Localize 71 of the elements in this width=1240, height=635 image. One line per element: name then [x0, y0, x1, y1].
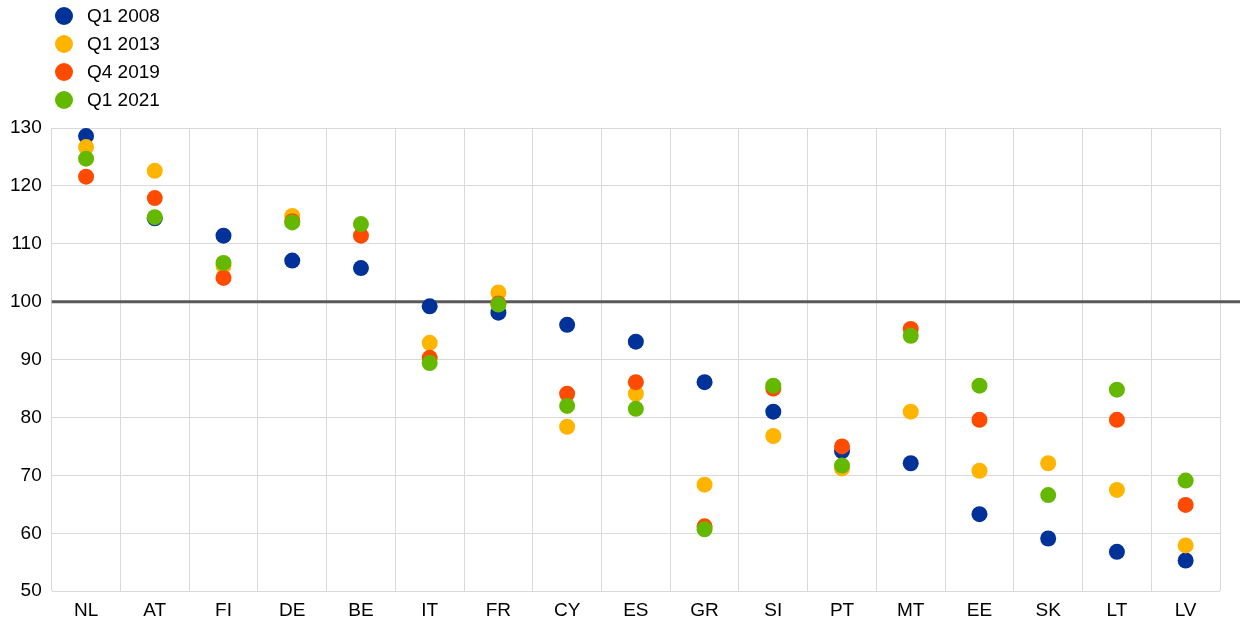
y-tick-label: 50 — [20, 579, 42, 601]
x-tick-label: CY — [553, 598, 581, 620]
point — [765, 428, 782, 445]
x-tick-label: PT — [829, 598, 855, 620]
point — [1108, 381, 1125, 398]
point — [559, 316, 576, 333]
point — [902, 403, 919, 420]
point — [627, 333, 644, 350]
point — [215, 269, 232, 286]
point — [902, 327, 919, 344]
point — [971, 377, 988, 394]
point — [78, 150, 95, 167]
point — [1177, 537, 1194, 554]
x-tick-label: FI — [215, 598, 232, 620]
point — [352, 260, 369, 277]
point — [421, 298, 438, 315]
point — [696, 374, 713, 391]
legend-label: Q1 2008 — [87, 4, 160, 28]
point — [215, 227, 232, 244]
x-tick-label: AT — [143, 598, 167, 620]
point — [1177, 552, 1194, 569]
x-tick-label: MT — [897, 598, 925, 620]
x-tick-label: DE — [279, 598, 306, 620]
x-tick-label: LV — [1174, 598, 1197, 620]
legend-label: Q4 2019 — [87, 60, 160, 84]
x-tick-label: FR — [485, 598, 512, 620]
point — [627, 374, 644, 391]
y-tick-label: 100 — [10, 289, 42, 311]
x-tick-label: BE — [348, 598, 374, 620]
x-tick-label: ES — [623, 598, 649, 620]
point — [1040, 530, 1057, 547]
point — [146, 190, 163, 207]
point — [971, 411, 988, 428]
x-tick-label: NL — [73, 598, 99, 620]
point — [1108, 411, 1125, 428]
y-tick-label: 90 — [20, 347, 42, 369]
point — [1177, 496, 1194, 513]
y-tick-label: 80 — [20, 405, 42, 427]
point — [627, 400, 644, 417]
point — [352, 216, 369, 233]
point — [1040, 455, 1057, 472]
point — [146, 162, 163, 179]
x-tick-label: SK — [1035, 598, 1062, 620]
y-tick-label: 60 — [20, 521, 42, 543]
x-tick-label: EE — [966, 598, 993, 620]
legend-label: Q1 2013 — [87, 32, 160, 56]
point — [78, 168, 95, 185]
legend-label: Q1 2021 — [87, 88, 160, 112]
point — [902, 455, 919, 472]
x-tick-label: GR — [690, 598, 719, 620]
point — [559, 418, 576, 435]
point — [765, 403, 782, 420]
x-tick-label: IT — [421, 598, 439, 620]
y-tick-label: 120 — [10, 174, 42, 196]
point — [1108, 481, 1125, 498]
y-tick-label: 130 — [10, 116, 42, 138]
y-tick-label: 70 — [20, 463, 42, 485]
point — [421, 334, 438, 351]
x-tick-label: LT — [1106, 598, 1128, 620]
point — [1108, 543, 1125, 560]
point — [971, 462, 988, 479]
point — [284, 252, 301, 269]
point — [559, 397, 576, 414]
y-tick-label: 110 — [11, 232, 42, 254]
point — [696, 476, 713, 493]
point — [834, 438, 851, 455]
x-tick-label: SI — [764, 598, 783, 620]
point — [971, 506, 988, 523]
point — [421, 355, 438, 372]
point — [1040, 487, 1057, 504]
point — [1177, 472, 1194, 489]
